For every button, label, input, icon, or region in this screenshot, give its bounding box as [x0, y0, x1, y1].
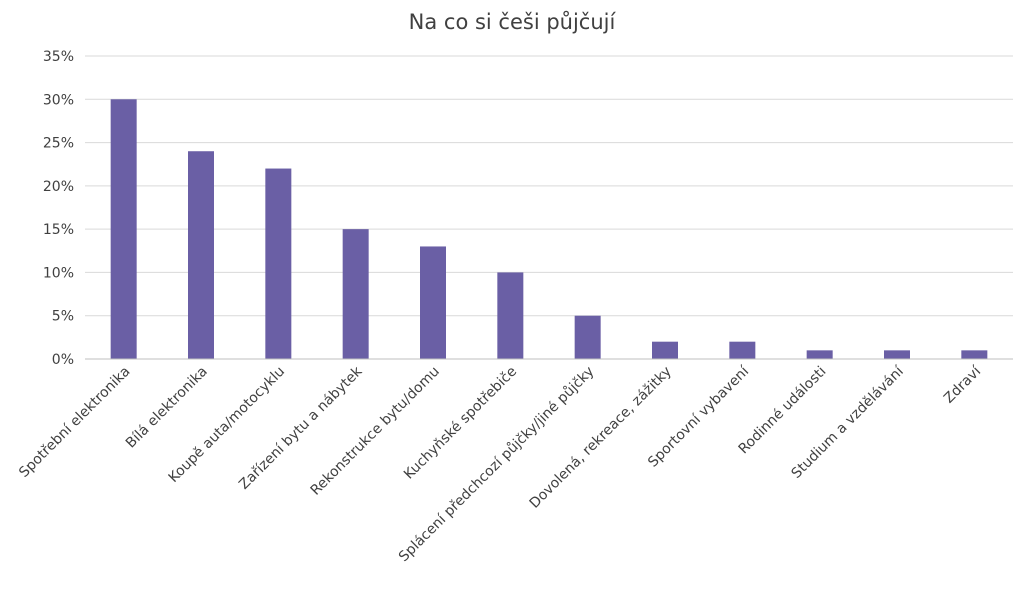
- bar: [574, 315, 601, 359]
- bar: [342, 229, 369, 359]
- bars: [110, 99, 988, 360]
- x-tick-label: Dovolená, rekreace, zážitky: [527, 364, 675, 512]
- y-tick-label: 35%: [43, 49, 74, 65]
- bar: [884, 350, 910, 359]
- bar: [652, 341, 678, 359]
- gridlines: [85, 55, 1013, 317]
- y-tick-label: 15%: [43, 222, 74, 238]
- bar: [497, 272, 524, 359]
- bar: [420, 246, 446, 359]
- bar: [188, 151, 214, 359]
- y-axis-ticks: 0% 5% 10% 15% 20% 25% 30% 35%: [43, 49, 74, 368]
- chart-title: Na co si češi půjčují: [409, 10, 617, 34]
- x-tick-label: Bílá elektronika: [123, 364, 211, 452]
- x-tick-label: Zařízení bytu a nábytek: [236, 363, 366, 493]
- bar: [110, 99, 137, 360]
- y-tick-label: 0%: [52, 352, 74, 368]
- y-tick-label: 30%: [43, 92, 74, 108]
- bar: [961, 350, 988, 359]
- bar: [265, 168, 292, 359]
- x-tick-label: Spotřební elektronika: [16, 364, 133, 481]
- x-tick-label: Zdraví: [941, 363, 985, 407]
- bar: [729, 341, 756, 359]
- y-tick-label: 5%: [52, 309, 74, 325]
- bar: [806, 350, 833, 359]
- x-tick-label: Rekonstrukce bytu/domu: [308, 364, 443, 499]
- y-tick-label: 25%: [43, 136, 74, 152]
- y-tick-label: 10%: [43, 265, 74, 281]
- y-tick-label: 20%: [43, 179, 74, 195]
